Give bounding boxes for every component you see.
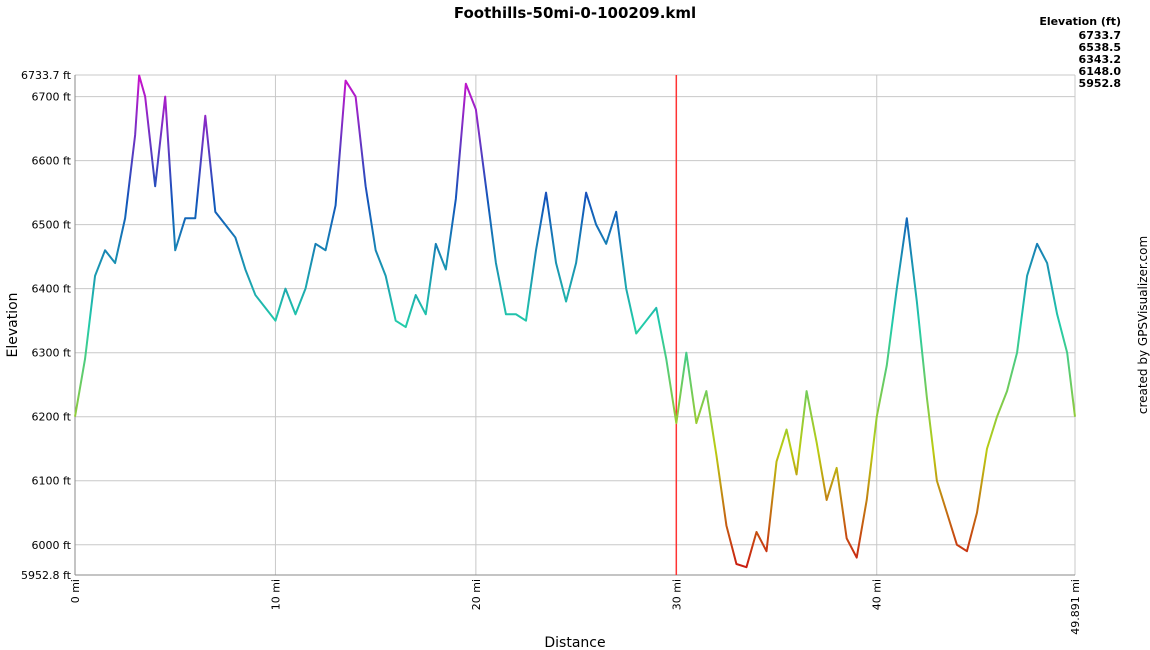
- legend-title: Elevation (ft): [1039, 15, 1121, 28]
- y-tick-label: 6600 ft: [32, 155, 72, 168]
- legend-entry: 6148.0: [1079, 65, 1122, 78]
- y-tick-label: 6733.7 ft: [21, 69, 72, 82]
- legend-entry: 6733.7: [1079, 29, 1121, 42]
- y-tick-label: 5952.8 ft: [21, 569, 72, 582]
- elevation-line: [74, 74, 1076, 569]
- y-tick-label: 6300 ft: [32, 347, 72, 360]
- y-tick-label: 6700 ft: [32, 91, 72, 104]
- y-tick-label: 6500 ft: [32, 219, 72, 232]
- legend-entry: 6343.2: [1079, 53, 1121, 66]
- x-axis-label: Distance: [544, 635, 605, 650]
- x-tick-label: 20 mi: [470, 579, 483, 610]
- x-tick-label: 10 mi: [269, 579, 282, 610]
- credit: created by GPSVisualizer.com: [1136, 236, 1150, 414]
- chart-title: Foothills-50mi-0-100209.kml: [454, 4, 696, 22]
- x-tick-label: 30 mi: [670, 579, 683, 610]
- y-tick-label: 6000 ft: [32, 539, 72, 552]
- x-tick-label: 0 mi: [69, 579, 82, 603]
- legend-entry: 5952.8: [1079, 77, 1121, 90]
- y-tick-label: 6100 ft: [32, 475, 72, 488]
- y-tick-label: 6400 ft: [32, 283, 72, 296]
- y-axis-label: Elevation: [5, 292, 21, 357]
- x-tick-label: 49.891 mi: [1069, 579, 1082, 635]
- x-tick-label: 40 mi: [871, 579, 884, 610]
- y-tick-label: 6200 ft: [32, 411, 72, 424]
- legend-entry: 6538.5: [1079, 41, 1121, 54]
